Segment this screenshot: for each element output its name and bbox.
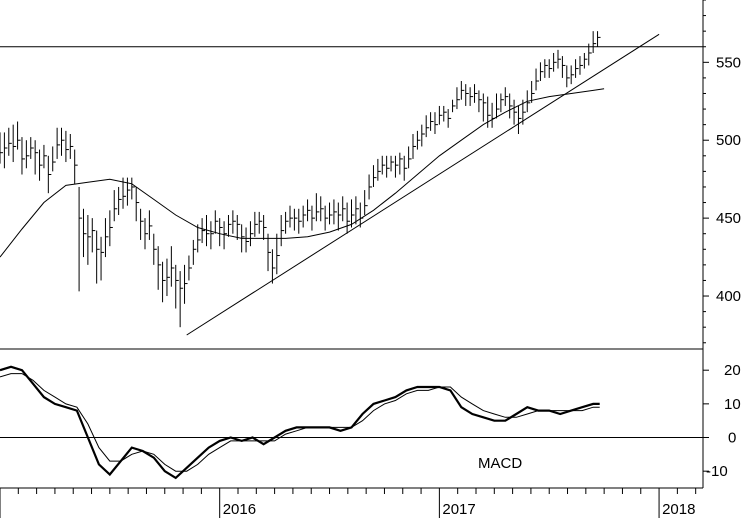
macd-lines (0, 365, 600, 480)
macd-y-tick-label-2: 0 (728, 430, 736, 447)
price-bars (0, 31, 601, 328)
x-tick-label-0: 2016 (223, 501, 256, 518)
moving-average-line (0, 88, 605, 258)
macd-y-ticks: 20 10 0-10 (703, 362, 741, 480)
x-ticks: 2016 2017 2018 (0, 488, 697, 518)
macd-y-tick-label-1: 10 (724, 396, 741, 413)
macd-y-tick-label-0: 20 (724, 362, 741, 379)
signal-line (0, 373, 600, 472)
price-y-tick-label-0: 400 (716, 288, 741, 305)
macd-line (0, 365, 600, 480)
x-tick-label-2: 2018 (662, 501, 695, 518)
price-y-tick-label-2: 500 (716, 132, 741, 149)
trend-line (186, 33, 660, 336)
price-y-tick-label-3: 550 (716, 54, 741, 71)
macd-y-tick-label-3: -10 (706, 463, 728, 480)
price-y-ticks: 400 450 500 550 (703, 0, 741, 344)
price-y-tick-label-1: 450 (716, 210, 741, 227)
price-lines (0, 33, 660, 336)
x-tick-label-1: 2017 (442, 501, 475, 518)
macd-label: MACD (478, 455, 522, 472)
